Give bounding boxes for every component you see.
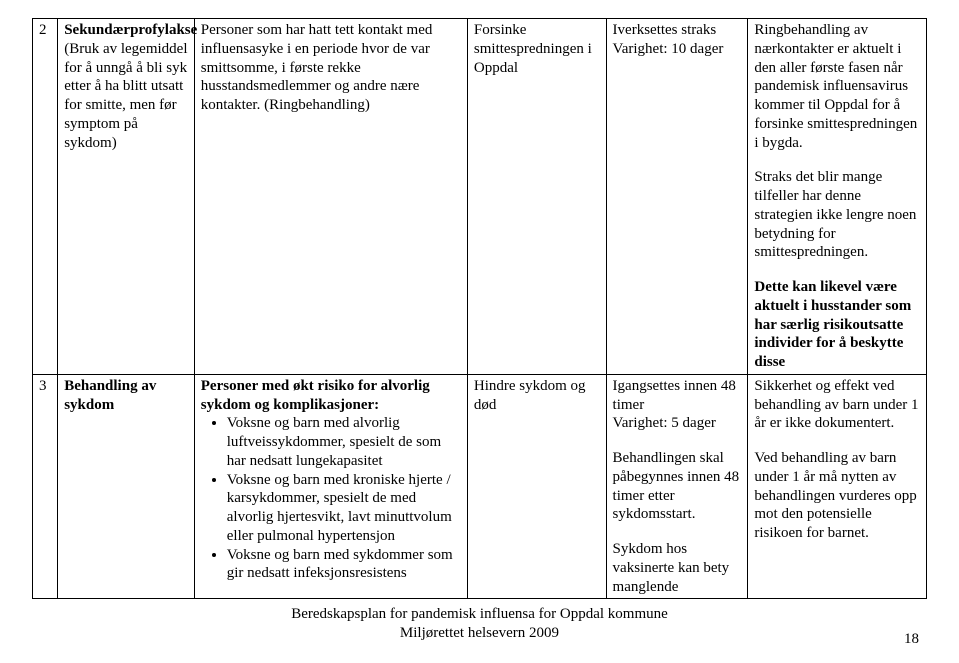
row2-timing-p2: Varighet: 5 dager [613,414,742,433]
row1-persons: Personer som har hatt tett kontakt med i… [201,22,433,113]
list-text: Voksne og barn med alvorlig luftveissykd… [227,415,441,469]
cell-timing: Igangsettes innen 48 timer Varighet: 5 d… [606,374,748,599]
row2-persons-list: Voksne og barn med alvorlig luftveissykd… [201,414,461,583]
row2-timing-p3: Behandlingen skal påbegynnes innen 48 ti… [613,449,742,524]
cell-num: 3 [33,374,58,599]
row1-notes-p1: Ringbehandling av nærkontakter er aktuel… [754,21,920,152]
row2-timing-p4: Sykdom hos vaksinerte kan bety manglende [613,540,742,596]
list-item: Voksne og barn med sykdommer som gir ned… [227,546,461,584]
cell-timing: Iverksettes straks Varighet: 10 dager [606,19,748,375]
row2-notes-prebold: Dette kan likevel være aktuelt i husstan… [754,278,920,372]
row1-title-rest: (Bruk av legemiddel for å unngå å bli sy… [64,41,187,151]
cell-notes: Ringbehandling av nærkontakter er aktuel… [748,19,927,375]
cell-persons: Personer med økt risiko for alvorlig syk… [194,374,467,599]
row2-notes-p2: Ved behandling av barn under 1 år må nyt… [754,449,920,543]
list-text: Voksne og barn med sykdommer som gir ned… [227,547,453,582]
list-text: Voksne og barn med kroniske hjerte / kar… [227,472,452,544]
row2-timing-p1: Igangsettes innen 48 timer [613,377,742,415]
row1-notes-p2: Straks det blir mange tilfeller har denn… [754,168,920,262]
row1-purpose: Forsinke smittespredningen i Oppdal [474,22,592,76]
cell-purpose: Hindre sykdom og død [467,374,606,599]
document-table: 2 Sekundærprofylakse (Bruk av legemiddel… [32,18,927,599]
row1-title-bold: Sekundærprofylakse [64,22,197,38]
table-row: 3 Behandling av sykdom Personer med økt … [33,374,927,599]
footer-line1: Beredskapsplan for pandemisk influensa f… [32,605,927,624]
cell-notes: Sikkerhet og effekt ved behandling av ba… [748,374,927,599]
row-number: 2 [39,22,47,38]
row-number: 3 [39,378,47,394]
page-footer: Beredskapsplan for pandemisk influensa f… [32,605,927,643]
row2-title-bold: Behandling av sykdom [64,378,156,413]
list-item: Voksne og barn med kroniske hjerte / kar… [227,471,461,546]
cell-persons: Personer som har hatt tett kontakt med i… [194,19,467,375]
footer-line2: Miljørettet helsevern 2009 [32,624,927,643]
cell-num: 2 [33,19,58,375]
row2-purpose: Hindre sykdom og død [474,378,586,413]
cell-purpose: Forsinke smittespredningen i Oppdal [467,19,606,375]
cell-title: Sekundærprofylakse (Bruk av legemiddel f… [58,19,195,375]
page-number: 18 [904,630,919,649]
list-item: Voksne og barn med alvorlig luftveissykd… [227,414,461,470]
row1-timing: Iverksettes straks Varighet: 10 dager [613,22,724,57]
cell-title: Behandling av sykdom [58,374,195,599]
row2-notes-p1: Sikkerhet og effekt ved behandling av ba… [754,377,920,433]
table-row: 2 Sekundærprofylakse (Bruk av legemiddel… [33,19,927,375]
row2-persons-lead: Personer med økt risiko for alvorlig syk… [201,377,461,415]
